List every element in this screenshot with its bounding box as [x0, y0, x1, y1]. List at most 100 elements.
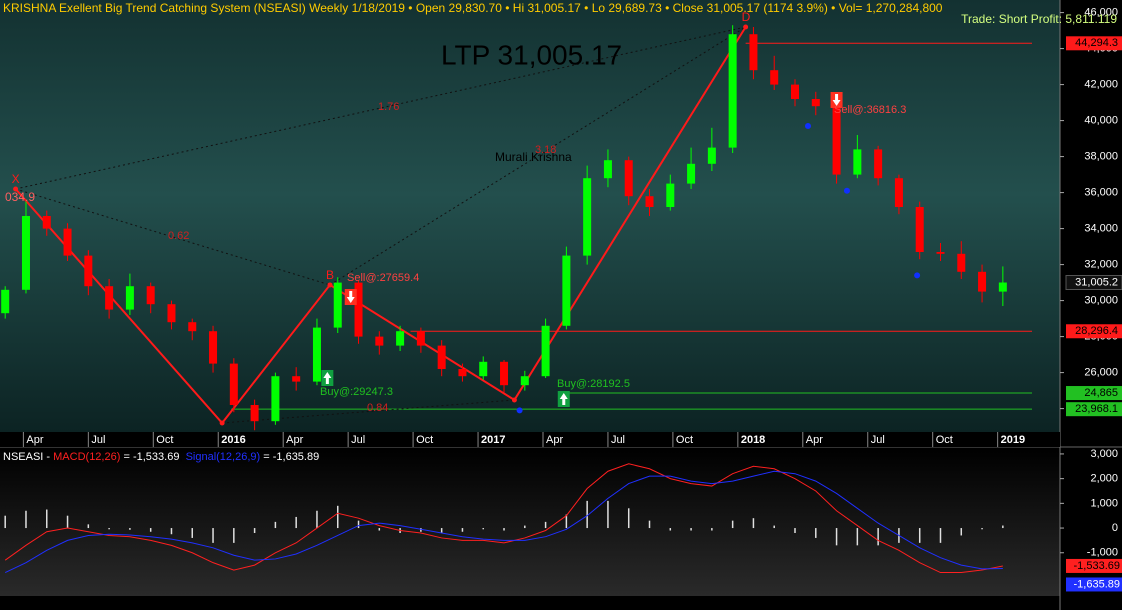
candle-body	[998, 282, 1007, 292]
candle-body	[791, 84, 799, 99]
candle-body	[811, 99, 820, 107]
signal-arrow	[323, 372, 332, 384]
legend-entry: MACD(12,26)	[53, 451, 120, 463]
candle-body	[853, 149, 862, 175]
candle-body	[229, 363, 238, 405]
candle-body	[666, 183, 675, 207]
level-box	[1066, 386, 1122, 401]
y-tick-label: 0	[1112, 522, 1118, 534]
candle-body	[105, 286, 114, 310]
legend-value: -1,533.69	[133, 451, 179, 463]
candle-body	[500, 361, 509, 386]
candle-body	[479, 361, 488, 377]
y-tick-label: 46,000	[1084, 7, 1118, 19]
candle-body	[63, 228, 72, 256]
macd-line	[4, 470, 1003, 573]
x-tick-label: Jul	[871, 434, 885, 446]
candle-body	[209, 331, 218, 364]
candle-body	[915, 207, 924, 252]
signal-label: Sell@:27659.4	[347, 272, 419, 284]
author-text: Murali Krishna	[495, 150, 572, 164]
y-tick-label: 38,000	[1084, 151, 1118, 163]
last-value-box	[1066, 558, 1122, 573]
candle-body	[936, 252, 945, 254]
candle-body	[84, 255, 93, 287]
level-box	[1066, 36, 1122, 51]
legend-value: -1,635.89	[273, 451, 319, 463]
candle-body	[292, 376, 301, 382]
candle-body	[603, 160, 612, 179]
candle-body	[416, 331, 425, 346]
pattern-dotted	[329, 26, 746, 286]
signal-label: Sell@:36816.3	[834, 104, 906, 116]
x-tick-label: Jul	[611, 434, 625, 446]
candle-body	[271, 376, 280, 422]
y-tick-label: 2,000	[1090, 473, 1118, 485]
y-tick-label: -1,000	[1087, 547, 1118, 559]
y-tick-label: 3,000	[1090, 448, 1118, 460]
signal-label: Buy@:28192.5	[557, 378, 630, 390]
pattern-point	[743, 24, 749, 30]
x-tick-label: Oct	[156, 434, 173, 446]
candle-body	[520, 376, 529, 386]
ratio-label: 1.76	[378, 101, 399, 113]
last-value-box	[1066, 577, 1122, 592]
ratio-label: 3.18	[535, 144, 556, 156]
level-label: 24,865	[1084, 387, 1118, 399]
candle-body	[770, 70, 779, 85]
pattern-label: X	[12, 172, 20, 186]
signal-arrow	[346, 291, 355, 303]
y-tick-label: 26,000	[1084, 367, 1118, 379]
candle-body	[645, 196, 654, 207]
candle-body	[188, 322, 197, 332]
level-label: 28,296.4	[1075, 325, 1118, 337]
candle-body	[832, 106, 841, 175]
ratio-label: 0.62	[168, 230, 189, 242]
chart-header: KRISHNA Exellent Big Trend Catching Syst…	[3, 1, 943, 15]
candle-body	[21, 216, 30, 290]
candle-body	[541, 325, 550, 377]
pivot-dot	[843, 187, 850, 194]
candle-body	[957, 253, 966, 272]
candle-body	[749, 34, 758, 71]
last-price-label: 31,005.2	[1075, 276, 1118, 288]
plot-layer: 24,00026,00028,00030,00032,00034,00036,0…	[0, 7, 1122, 592]
y-tick-label: 1,000	[1090, 497, 1118, 509]
candle-body	[978, 271, 987, 292]
signal-arrow	[559, 393, 568, 406]
candle-body	[375, 336, 384, 346]
candle-body	[167, 304, 176, 323]
level-label: 44,294.3	[1075, 37, 1118, 49]
x-point-value: 034.9	[5, 190, 35, 204]
macd-legend: NSEASI - MACD(12,26) = -1,533.69, Signal…	[3, 451, 319, 463]
candle-body	[333, 282, 342, 328]
ratio-label: 0.84	[367, 402, 388, 414]
pattern-point	[219, 420, 225, 426]
candle-body	[250, 405, 259, 422]
pattern-label: D	[742, 10, 751, 24]
candle-body	[687, 163, 696, 184]
legend-separator: =	[123, 451, 129, 463]
x-tick-label: Apr	[26, 434, 43, 446]
candle-body	[42, 216, 51, 229]
candle-body	[458, 369, 467, 377]
candle-body	[707, 147, 716, 164]
x-tick-label: Apr	[546, 434, 563, 446]
x-tick-label: 2019	[1001, 434, 1025, 446]
candle-body	[583, 178, 592, 256]
candle-body	[562, 255, 571, 326]
x-tick-label: 2017	[481, 434, 505, 446]
y-tick-label: 40,000	[1084, 115, 1118, 127]
candle-body	[312, 327, 321, 382]
trade-text: Trade: Short Profit: 5,811.119	[961, 12, 1117, 26]
x-tick-label: Jul	[91, 434, 105, 446]
candle-body	[1, 289, 10, 314]
ltp-text: LTP 31,005.17	[441, 39, 622, 70]
pivot-dot	[914, 272, 921, 279]
candle-body	[437, 345, 446, 369]
candle-body	[728, 34, 737, 148]
y-tick-label: 36,000	[1084, 187, 1118, 199]
y-tick-label: 34,000	[1084, 223, 1118, 235]
